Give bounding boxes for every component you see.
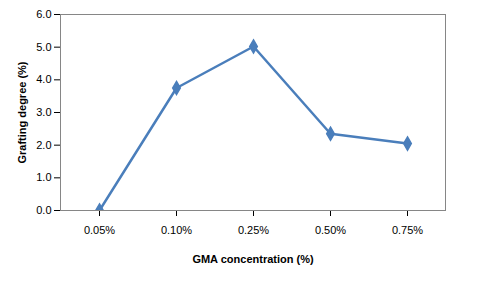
svg-text:3.0: 3.0 <box>36 106 51 118</box>
svg-text:0.25%: 0.25% <box>238 224 269 236</box>
svg-text:1.0: 1.0 <box>36 171 51 183</box>
svg-text:0.75%: 0.75% <box>392 224 423 236</box>
svg-text:6.0: 6.0 <box>36 8 51 20</box>
svg-text:0.0: 0.0 <box>36 204 51 216</box>
svg-text:Grafting degree (%): Grafting degree (%) <box>16 61 28 163</box>
svg-text:5.0: 5.0 <box>36 41 51 53</box>
svg-text:0.10%: 0.10% <box>161 224 192 236</box>
svg-text:GMA concentration (%): GMA concentration (%) <box>192 253 314 265</box>
svg-text:0.50%: 0.50% <box>315 224 346 236</box>
svg-text:0.05%: 0.05% <box>84 224 115 236</box>
svg-text:4.0: 4.0 <box>36 73 51 85</box>
svg-text:2.0: 2.0 <box>36 139 51 151</box>
